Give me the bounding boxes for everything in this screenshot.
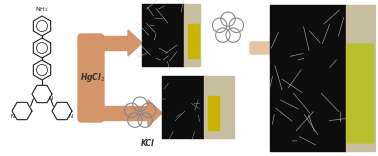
Text: N: N [69,114,73,119]
Text: NH$_2$: NH$_2$ [35,5,49,14]
FancyArrow shape [250,39,280,57]
Bar [82,36,130,50]
Text: N: N [11,114,15,119]
Bar [82,106,150,120]
Polygon shape [128,30,142,56]
Bar [204,76,234,138]
Bar [345,5,375,151]
Text: N: N [48,97,53,102]
Bar [162,76,204,138]
Text: HgCl$_2$: HgCl$_2$ [81,71,105,85]
Bar [142,4,184,66]
FancyBboxPatch shape [347,44,374,143]
Bar [208,96,219,130]
Polygon shape [148,100,162,126]
Bar [270,5,345,151]
Bar [188,24,199,58]
Text: KCl: KCl [141,139,155,148]
FancyBboxPatch shape [78,34,104,122]
Bar [184,4,200,66]
